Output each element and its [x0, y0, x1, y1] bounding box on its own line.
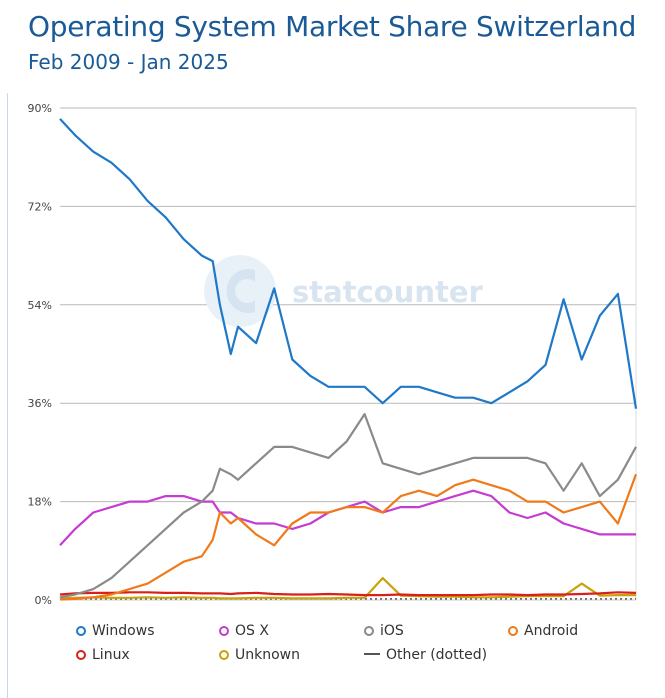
legend-circle-icon: [364, 626, 374, 636]
y-tick-label: 36%: [28, 397, 52, 410]
y-tick-label: 54%: [28, 299, 52, 312]
grid-lines: [60, 107, 637, 601]
legend-circle-icon: [76, 626, 86, 636]
y-axis-ticks: 0% 18% 36% 54% 72% 90%: [28, 102, 52, 607]
series-line-windows: [59, 118, 638, 409]
series-lines: [59, 118, 638, 601]
chart-title: Operating System Market Share Switzerlan…: [28, 10, 637, 43]
legend-label: Unknown: [235, 647, 300, 663]
statcounter-watermark: statcounter: [204, 255, 483, 327]
y-tick-label: 0%: [35, 594, 52, 607]
y-tick-label: 90%: [28, 102, 52, 115]
series-line-ios: [59, 413, 637, 599]
series-line-linux: [59, 591, 637, 597]
legend-item-unknown[interactable]: Unknown: [219, 647, 300, 663]
legend-item-linux[interactable]: Linux: [76, 647, 130, 663]
series-line-unknown: [59, 576, 636, 600]
watermark-logo-icon: [204, 255, 276, 327]
legend-item-other-dotted[interactable]: Other (dotted): [364, 647, 487, 663]
legend-item-ios[interactable]: iOS: [364, 623, 404, 639]
legend-circle-icon: [508, 626, 518, 636]
y-tick-label: 72%: [28, 200, 52, 213]
legend-circle-icon: [76, 650, 86, 660]
y-tick-label: 18%: [28, 496, 52, 509]
series-line-android: [59, 473, 638, 601]
legend-label: Android: [524, 623, 579, 639]
legend-item-windows[interactable]: Windows: [76, 623, 155, 639]
series-line-os-x: [59, 489, 636, 547]
legend-label: iOS: [380, 623, 404, 639]
legend-label: Windows: [92, 623, 155, 639]
legend-dash-icon: [364, 653, 380, 655]
chart-subtitle: Feb 2009 - Jan 2025: [28, 50, 229, 74]
legend-circle-icon: [219, 626, 229, 636]
legend-circle-icon: [219, 650, 229, 660]
legend-label: Other (dotted): [386, 647, 488, 663]
watermark-text: statcounter: [292, 275, 483, 309]
watermark-logo-mark: [226, 269, 255, 314]
legend-label: OS X: [235, 623, 269, 639]
legend-item-android[interactable]: Android: [508, 623, 578, 639]
left-border: [7, 93, 8, 698]
legend-item-os-x[interactable]: OS X: [219, 623, 269, 639]
legend-label: Linux: [92, 647, 130, 663]
